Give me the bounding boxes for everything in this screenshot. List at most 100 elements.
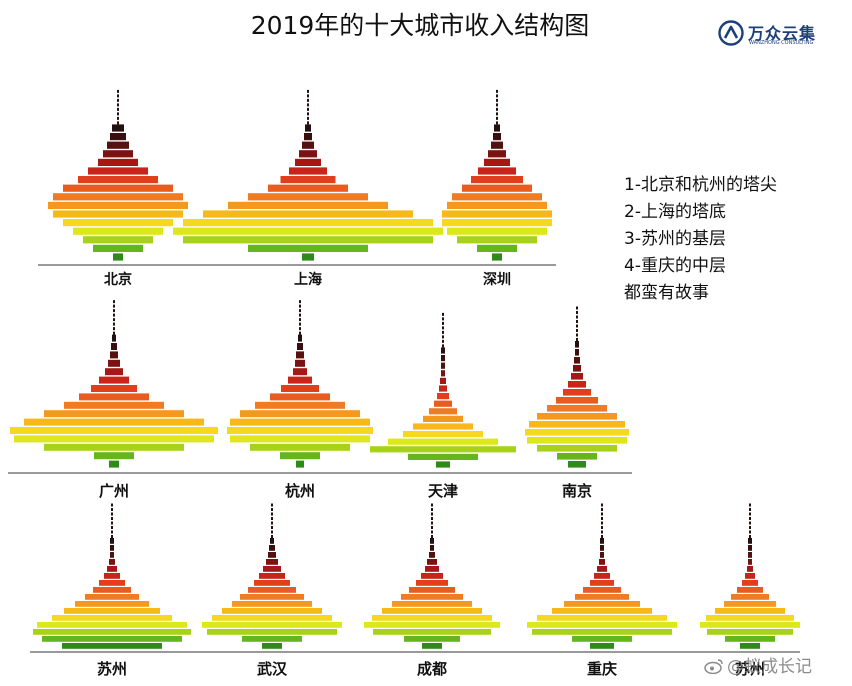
income-bar bbox=[590, 643, 614, 649]
city-pyramid: 苏州 bbox=[33, 502, 191, 678]
income-bar bbox=[295, 359, 305, 367]
city-label: 成都 bbox=[417, 660, 447, 678]
city-pyramid: 成都 bbox=[364, 502, 500, 678]
income-bar bbox=[110, 133, 126, 141]
income-bar bbox=[62, 643, 162, 649]
income-bar bbox=[748, 538, 752, 544]
city-pyramid: 北京 bbox=[48, 89, 188, 288]
income-bar bbox=[409, 587, 455, 593]
income-bar bbox=[441, 362, 445, 369]
income-bar bbox=[113, 253, 123, 261]
income-bar bbox=[452, 193, 542, 201]
income-bar bbox=[75, 601, 149, 607]
income-bar bbox=[525, 429, 629, 436]
logo-subtitle: WANZHONG CONSULTING bbox=[749, 40, 814, 46]
income-bar bbox=[63, 184, 173, 192]
income-bar bbox=[491, 141, 503, 149]
city-label: 武汉 bbox=[257, 660, 288, 678]
income-bar bbox=[240, 594, 304, 600]
income-bar bbox=[748, 545, 752, 551]
income-bar bbox=[53, 210, 183, 218]
income-bar bbox=[105, 368, 123, 376]
income-bar bbox=[382, 608, 482, 614]
city-pyramid: 深圳 bbox=[442, 89, 552, 288]
income-bar bbox=[64, 401, 164, 409]
income-bar bbox=[202, 622, 342, 628]
income-bar bbox=[254, 580, 290, 586]
income-bar bbox=[230, 435, 370, 443]
income-bar bbox=[304, 133, 312, 141]
income-bar bbox=[441, 370, 445, 377]
income-bar bbox=[289, 167, 327, 175]
income-bar bbox=[700, 622, 800, 628]
income-bar bbox=[203, 210, 413, 218]
income-bar bbox=[33, 629, 191, 635]
income-bar bbox=[421, 573, 443, 579]
income-bar bbox=[563, 389, 591, 396]
income-bar bbox=[42, 636, 182, 642]
income-bar bbox=[442, 219, 552, 227]
income-bar bbox=[268, 184, 348, 192]
income-bar bbox=[364, 622, 500, 628]
income-bar bbox=[299, 150, 317, 158]
income-bar bbox=[572, 636, 632, 642]
income-bar bbox=[447, 201, 547, 209]
income-bar bbox=[484, 158, 510, 166]
income-bar bbox=[240, 410, 360, 418]
income-bar bbox=[270, 393, 330, 401]
note-item: 3-苏州的基层 bbox=[624, 229, 726, 249]
income-bar bbox=[441, 347, 445, 354]
note-item: 都蛮有故事 bbox=[624, 283, 709, 303]
income-bar bbox=[88, 167, 148, 175]
income-bar bbox=[98, 158, 138, 166]
income-bar bbox=[372, 615, 492, 621]
income-bar bbox=[748, 552, 752, 558]
income-bar bbox=[430, 545, 434, 551]
income-bar bbox=[112, 124, 124, 132]
city-pyramid: 广州 bbox=[10, 299, 218, 500]
income-bar bbox=[590, 580, 614, 586]
income-bar bbox=[79, 393, 149, 401]
income-bar bbox=[63, 219, 173, 227]
note-item: 2-上海的塔底 bbox=[624, 202, 726, 222]
income-bar bbox=[268, 552, 276, 558]
income-bar bbox=[422, 643, 442, 649]
city-label: 苏州 bbox=[97, 660, 127, 678]
city-label: 广州 bbox=[99, 482, 129, 500]
income-bar bbox=[227, 427, 373, 434]
income-bar bbox=[112, 334, 116, 342]
city-label: 苏州 bbox=[735, 660, 765, 678]
income-bar bbox=[85, 594, 139, 600]
income-bar bbox=[568, 461, 586, 468]
income-bar bbox=[183, 219, 433, 227]
income-bar bbox=[547, 405, 607, 412]
income-bar bbox=[222, 608, 322, 614]
income-bar bbox=[401, 594, 463, 600]
income-bar bbox=[107, 141, 129, 149]
income-bar bbox=[248, 587, 296, 593]
brand-logo: 万众云集 WANZHONG CONSULTING bbox=[718, 20, 828, 50]
income-bar bbox=[263, 566, 281, 572]
income-bar bbox=[296, 460, 304, 468]
income-bar bbox=[599, 559, 605, 565]
income-bar bbox=[597, 566, 607, 572]
income-bar bbox=[83, 236, 153, 244]
income-bar bbox=[575, 341, 579, 348]
income-bar bbox=[269, 545, 275, 551]
income-bar bbox=[742, 580, 758, 586]
income-bar bbox=[295, 158, 321, 166]
income-bar bbox=[14, 435, 214, 443]
income-bar bbox=[259, 573, 285, 579]
income-bar bbox=[568, 381, 586, 388]
income-bar bbox=[111, 343, 117, 350]
income-bar bbox=[488, 150, 506, 158]
income-bar bbox=[108, 359, 120, 367]
income-bar bbox=[413, 423, 473, 430]
income-bar bbox=[471, 176, 523, 184]
income-bar bbox=[107, 566, 117, 572]
income-bar bbox=[457, 236, 537, 244]
income-bar bbox=[493, 133, 501, 141]
watermark: @蚁成长记 bbox=[704, 652, 812, 677]
income-bar bbox=[478, 167, 516, 175]
income-bar bbox=[571, 373, 583, 380]
